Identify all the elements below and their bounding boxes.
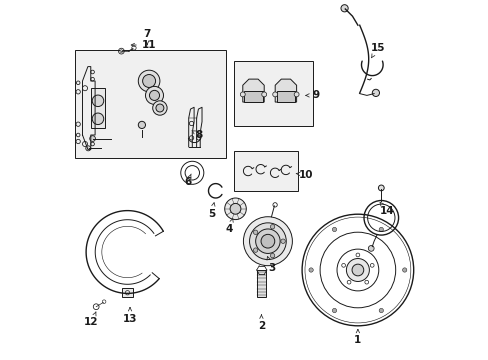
Polygon shape <box>244 91 262 102</box>
Bar <box>257 270 265 297</box>
Text: 15: 15 <box>370 42 384 58</box>
Text: 4: 4 <box>225 218 233 234</box>
Circle shape <box>308 268 313 272</box>
Text: 8: 8 <box>192 130 203 140</box>
Circle shape <box>85 146 91 151</box>
Circle shape <box>138 70 160 92</box>
Circle shape <box>142 75 155 87</box>
Circle shape <box>261 92 266 97</box>
Circle shape <box>294 92 299 97</box>
Circle shape <box>378 185 384 191</box>
Circle shape <box>255 229 280 253</box>
Circle shape <box>261 234 274 248</box>
Text: 10: 10 <box>296 170 313 180</box>
Circle shape <box>89 136 95 141</box>
Bar <box>75 50 226 158</box>
Circle shape <box>249 223 285 260</box>
Circle shape <box>270 225 274 229</box>
Text: 1: 1 <box>353 329 361 345</box>
Circle shape <box>378 227 383 231</box>
Circle shape <box>351 264 363 276</box>
Bar <box>233 151 298 191</box>
Polygon shape <box>276 91 294 102</box>
Text: 12: 12 <box>84 312 99 327</box>
Circle shape <box>270 253 274 258</box>
Polygon shape <box>275 79 296 102</box>
Circle shape <box>332 309 336 313</box>
Bar <box>233 61 312 126</box>
Circle shape <box>243 217 292 266</box>
Circle shape <box>152 101 167 115</box>
Circle shape <box>149 90 159 100</box>
Text: 2: 2 <box>257 315 264 331</box>
Circle shape <box>378 309 383 313</box>
Text: 6: 6 <box>183 174 191 187</box>
Circle shape <box>402 268 406 272</box>
Circle shape <box>346 258 368 282</box>
Text: 9: 9 <box>305 90 319 100</box>
Text: 13: 13 <box>122 307 137 324</box>
Text: 11: 11 <box>131 40 156 50</box>
Circle shape <box>92 95 103 107</box>
Circle shape <box>120 50 122 53</box>
Text: 3: 3 <box>266 256 275 273</box>
Circle shape <box>92 113 103 125</box>
Bar <box>91 88 105 128</box>
Polygon shape <box>243 79 264 102</box>
Text: 5: 5 <box>207 203 215 219</box>
Circle shape <box>332 227 336 231</box>
Circle shape <box>340 5 347 12</box>
Circle shape <box>224 198 246 220</box>
Circle shape <box>367 246 373 251</box>
Bar <box>122 288 133 297</box>
Circle shape <box>240 92 245 97</box>
Circle shape <box>253 248 257 252</box>
Circle shape <box>145 86 163 104</box>
Circle shape <box>253 230 257 234</box>
Circle shape <box>280 239 285 243</box>
Circle shape <box>371 89 379 96</box>
Text: 7: 7 <box>143 29 151 45</box>
Circle shape <box>156 104 163 112</box>
Text: 14: 14 <box>379 202 393 216</box>
Circle shape <box>138 121 145 129</box>
Circle shape <box>272 92 277 97</box>
Circle shape <box>230 203 241 214</box>
